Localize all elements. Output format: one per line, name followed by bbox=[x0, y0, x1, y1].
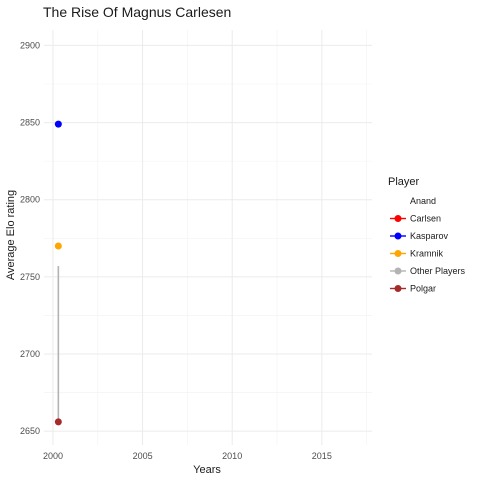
x-tick-label: 2000 bbox=[43, 451, 63, 461]
legend-label: Carlsen bbox=[410, 214, 441, 224]
legend-item: Kasparov bbox=[390, 231, 449, 241]
legend-label: Anand bbox=[410, 196, 436, 206]
chart-title: The Rise Of Magnus Carlesen bbox=[43, 4, 231, 20]
y-axis-label: Average Elo rating bbox=[5, 190, 17, 280]
data-point bbox=[54, 418, 62, 426]
x-axis-label: Years bbox=[193, 464, 221, 476]
legend: Anand Carlsen Kasparov Kramnik Other Players… bbox=[390, 196, 466, 294]
tick-labels: 2000 2005 2010 2015 2650 2700 2750 2800 2850 2900 bbox=[20, 40, 332, 461]
legend-item: Carlsen bbox=[390, 214, 441, 224]
legend-key-point bbox=[394, 215, 402, 222]
y-tick-label: 2800 bbox=[20, 195, 40, 205]
legend-title: Player bbox=[388, 176, 420, 188]
legend-key-point bbox=[394, 250, 402, 257]
y-tick-label: 2900 bbox=[20, 40, 40, 50]
legend-label: Other Players bbox=[410, 266, 466, 276]
data-point bbox=[54, 120, 62, 128]
grid bbox=[44, 30, 372, 445]
legend-item: Anand bbox=[410, 196, 436, 206]
legend-item: Other Players bbox=[390, 266, 466, 276]
plot-marks bbox=[54, 120, 62, 426]
x-tick-label: 2010 bbox=[222, 451, 242, 461]
legend-item: Kramnik bbox=[390, 249, 444, 259]
legend-label: Kasparov bbox=[410, 231, 449, 241]
y-tick-label: 2850 bbox=[20, 118, 40, 128]
legend-label: Kramnik bbox=[410, 249, 444, 259]
legend-key-point bbox=[394, 232, 402, 240]
data-point bbox=[54, 242, 62, 250]
legend-item: Polgar bbox=[390, 284, 436, 294]
legend-key-point bbox=[394, 267, 402, 275]
y-tick-label: 2650 bbox=[20, 426, 40, 436]
y-tick-label: 2750 bbox=[20, 272, 40, 282]
legend-key-point bbox=[394, 285, 402, 292]
x-tick-label: 2015 bbox=[312, 451, 332, 461]
y-tick-label: 2700 bbox=[20, 349, 40, 359]
x-tick-label: 2005 bbox=[133, 451, 153, 461]
legend-label: Polgar bbox=[410, 284, 436, 294]
